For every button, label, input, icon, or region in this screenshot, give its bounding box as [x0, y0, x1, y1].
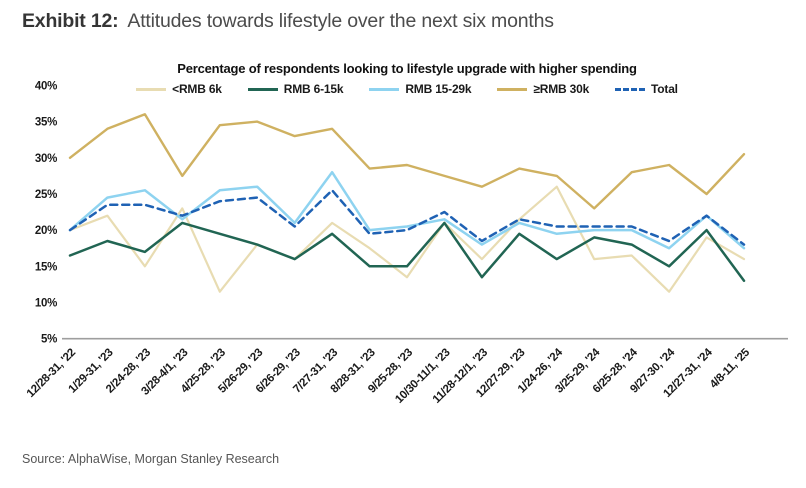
- y-axis-tick-20: 20%: [35, 225, 57, 237]
- legend-swatch-icon: [247, 87, 278, 91]
- legend-label: RMB 6-15k: [283, 82, 344, 96]
- y-axis-tick-15: 15%: [35, 261, 57, 273]
- legend-label: <RMB 6k: [172, 82, 222, 96]
- legend-item-0: <RMB 6k: [136, 82, 222, 96]
- legend-item-1: RMB 6-15k: [247, 82, 344, 96]
- legend-label: RMB 15-29k: [405, 82, 472, 96]
- legend-swatch-icon: [369, 87, 400, 91]
- series-line-total: [68, 189, 746, 246]
- y-axis-tick-25: 25%: [35, 189, 57, 201]
- y-axis-tick-40: 40%: [35, 80, 57, 92]
- legend-swatch-icon: [497, 87, 528, 91]
- legend-label: ≥RMB 30k: [533, 82, 590, 96]
- legend-item-3: ≥RMB 30k: [497, 82, 589, 96]
- legend-swatch-icon: [136, 87, 167, 91]
- exhibit-title-text: Attitudes towards lifestyle over the nex…: [127, 10, 554, 32]
- x-axis-tick-18: 4/8-11, '25: [708, 346, 753, 391]
- series-line-rmb-6-15k: [68, 221, 746, 283]
- y-axis-tick-10: 10%: [35, 298, 57, 310]
- series-line--rmb-30k: [68, 113, 746, 210]
- chart-title: Percentage of respondents looking to lif…: [177, 61, 637, 76]
- legend-item-4: Total: [615, 82, 678, 96]
- chart-legend: <RMB 6k RMB 6-15k RMB 15-29k ≥RMB 30k Total: [70, 82, 744, 96]
- source-attribution: Source: AlphaWise, Morgan Stanley Resear…: [22, 452, 280, 466]
- exhibit-number-label: Exhibit 12:: [22, 10, 119, 32]
- legend-item-2: RMB 15-29k: [369, 82, 472, 96]
- series-line-rmb-15-29k: [68, 170, 746, 250]
- y-axis-tick-30: 30%: [35, 153, 57, 165]
- legend-swatch-icon: [615, 87, 646, 91]
- legend-label: Total: [651, 82, 678, 96]
- series-line--rmb-6k: [68, 185, 746, 293]
- y-axis-tick-5: 5%: [41, 334, 57, 346]
- exhibit-header: Exhibit 12: Attitudes towards lifestyle o…: [22, 10, 554, 33]
- y-axis-tick-35: 35%: [35, 117, 57, 129]
